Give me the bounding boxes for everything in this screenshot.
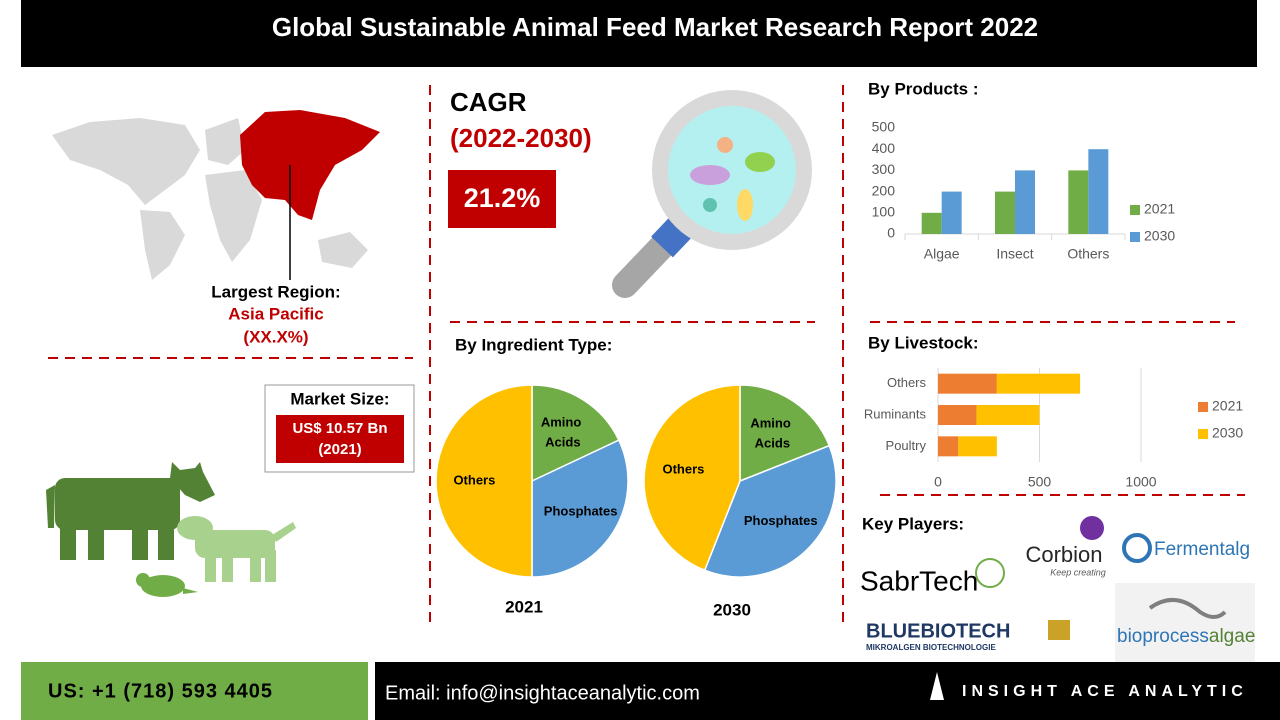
- brand-icon: [930, 672, 944, 700]
- key-players-title: Key Players:: [862, 514, 964, 533]
- slice-label-line: Amino: [541, 415, 585, 430]
- slice-label: Phosphates: [744, 513, 818, 528]
- pie-slice: [643, 384, 741, 572]
- slice-label: Amino Acids: [750, 416, 794, 451]
- bar: [996, 373, 1081, 394]
- x-tick-label: 0: [934, 474, 942, 490]
- bar: [995, 191, 1015, 234]
- logo-fermentalg: Fermentalg: [1154, 539, 1250, 560]
- pie-slice: [703, 444, 837, 578]
- cagr-badge: [448, 170, 556, 228]
- logos: SabrTech Corbion Keep creating Fermental…: [860, 516, 1255, 663]
- x-tick-label: 1000: [1125, 474, 1156, 490]
- bar: [941, 191, 962, 234]
- y-tick-label: 300: [872, 161, 896, 177]
- chart-title: By Livestock:: [868, 333, 979, 352]
- bar: [958, 436, 997, 457]
- logo-bluebiotech: BLUEBIOTECH: [866, 620, 1010, 642]
- legend-swatch: [1198, 429, 1208, 439]
- y-tick-label: Ruminants: [864, 406, 927, 421]
- x-tick-label: Others: [1067, 246, 1109, 262]
- dividers: [48, 85, 1245, 628]
- slice-label: Amino Acids: [541, 415, 585, 450]
- slice-label: Phosphates: [544, 503, 618, 518]
- legend-swatch: [1198, 402, 1208, 412]
- y-tick-label: Others: [887, 375, 927, 390]
- footer-phone-bar: [21, 662, 368, 720]
- pie-slice: [739, 384, 831, 483]
- y-tick-label: 100: [872, 204, 896, 220]
- bar: [1068, 170, 1089, 234]
- pie-title: 2021: [505, 597, 543, 616]
- legend-swatch: [1130, 232, 1140, 242]
- x-tick-label: Insect: [996, 246, 1033, 262]
- logo-sabrtech: SabrTech: [860, 565, 978, 596]
- pie-slice: [531, 439, 629, 578]
- footer-email-bar: [375, 662, 1280, 720]
- cagr-value: 21.2%: [464, 183, 541, 213]
- asia-region: [240, 110, 380, 220]
- region-label: Largest Region:: [211, 282, 340, 301]
- region-share: (XX.X%): [243, 327, 308, 346]
- pie-title: 2030: [713, 600, 751, 619]
- y-tick-label: 500: [872, 119, 896, 135]
- animal-icons: [46, 462, 296, 597]
- slice-label: Others: [453, 472, 495, 487]
- slice-label-line: Acids: [545, 435, 580, 450]
- bar: [921, 212, 942, 234]
- logo-algae: algae: [1209, 626, 1256, 647]
- magnifier-icon: [612, 90, 812, 298]
- pie-slice: [435, 384, 533, 578]
- logo-corbion: Corbion: [1025, 542, 1102, 567]
- slice-label-line: Amino: [750, 416, 794, 431]
- y-tick-label: 0: [887, 225, 895, 241]
- logo-bluebiotech-tagline: MIKROALGEN BIOTECHNOLOGIE: [866, 643, 996, 652]
- cagr-period: (2022-2030): [450, 123, 592, 153]
- legend-label: 2021: [1212, 398, 1243, 414]
- y-tick-label: 400: [872, 140, 896, 156]
- bar: [1088, 149, 1109, 234]
- cagr-label: CAGR: [450, 87, 527, 117]
- y-tick-label: 200: [872, 182, 896, 198]
- x-tick-label: 500: [1028, 474, 1052, 490]
- region-name: Asia Pacific: [228, 304, 323, 323]
- ingredient-title: By Ingredient Type:: [455, 335, 612, 354]
- header-bar: [21, 0, 1257, 67]
- bar: [938, 436, 959, 457]
- logo-corbion-tagline: Keep creating: [1050, 567, 1106, 577]
- market-size-badge: [276, 415, 404, 463]
- pie-slice: [531, 384, 620, 483]
- world-map: [52, 118, 368, 280]
- page-title: Global Sustainable Animal Feed Market Re…: [272, 12, 1038, 42]
- legend-label: 2030: [1144, 228, 1175, 244]
- footer-brand: INSIGHT ACE ANALYTIC: [962, 683, 1248, 700]
- bar: [1015, 170, 1035, 234]
- slice-label-line: Acids: [755, 436, 790, 451]
- logo-bioprocess: bioprocess: [1117, 626, 1209, 647]
- bar: [976, 405, 1040, 425]
- legend-label: 2030: [1212, 425, 1243, 441]
- market-size-value: US$ 10.57 Bn: [292, 420, 387, 437]
- footer-phone: US: +1 (718) 593 4405: [48, 680, 273, 702]
- slice-label: Others: [662, 462, 704, 477]
- bar: [938, 405, 977, 425]
- market-size-label: Market Size:: [290, 389, 389, 408]
- bar: [938, 373, 997, 394]
- legend-label: 2021: [1144, 201, 1175, 217]
- logo-bioprocessalgae: bioprocessalgae: [1117, 626, 1255, 647]
- market-size-year: (2021): [318, 441, 361, 458]
- footer-email: Email: info@insightaceanalytic.com: [385, 682, 700, 704]
- x-tick-label: Algae: [924, 246, 960, 262]
- chart-title: By Products :: [868, 79, 979, 98]
- y-tick-label: Poultry: [886, 438, 927, 453]
- legend-swatch: [1130, 205, 1140, 215]
